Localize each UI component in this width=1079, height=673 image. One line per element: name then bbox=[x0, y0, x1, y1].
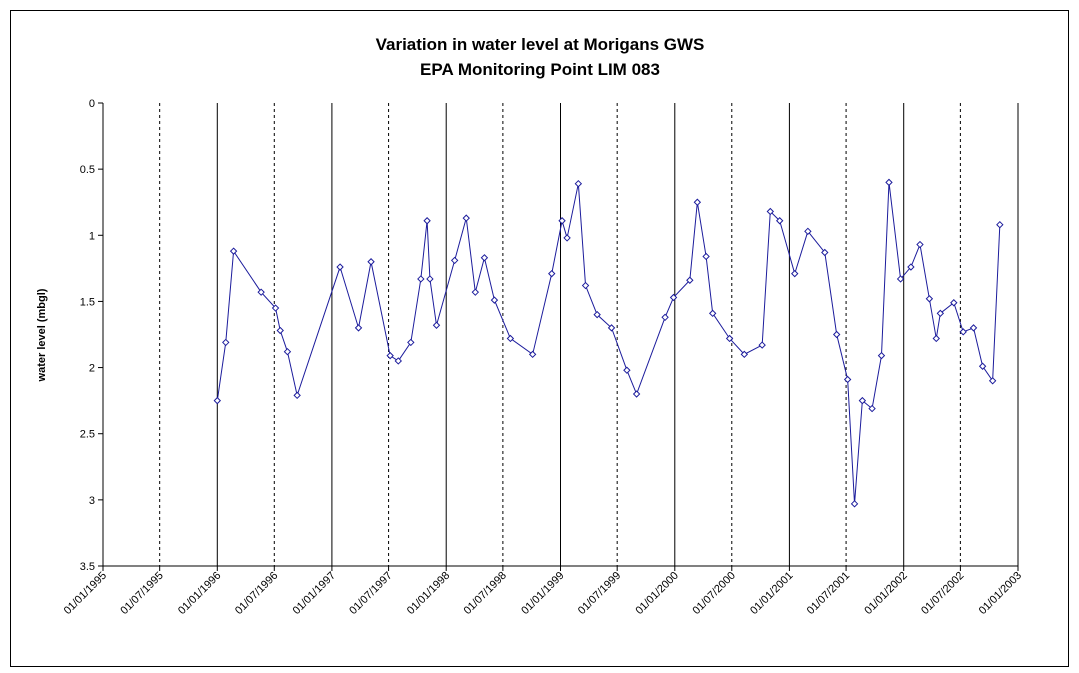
data-point bbox=[959, 328, 967, 336]
data-point bbox=[896, 275, 905, 283]
data-point bbox=[293, 391, 301, 400]
data-point bbox=[858, 396, 867, 405]
data-point bbox=[661, 313, 669, 322]
data-point bbox=[283, 347, 292, 356]
data-point bbox=[996, 220, 1004, 229]
data-point bbox=[386, 351, 394, 360]
data-point bbox=[506, 334, 515, 343]
chart-title: Variation in water level at Morigans GWS bbox=[376, 35, 705, 54]
data-point bbox=[708, 309, 717, 318]
data-point bbox=[988, 377, 997, 385]
data-point bbox=[432, 321, 441, 329]
data-point bbox=[257, 288, 265, 296]
data-point bbox=[607, 324, 616, 332]
data-point bbox=[740, 350, 749, 359]
data-point bbox=[932, 334, 940, 343]
data-point bbox=[950, 299, 958, 307]
data-point bbox=[407, 338, 415, 347]
data-point bbox=[222, 338, 230, 347]
data-point bbox=[528, 350, 537, 359]
data-point bbox=[213, 396, 222, 405]
data-point bbox=[632, 390, 641, 398]
data-point bbox=[394, 357, 403, 365]
data-point bbox=[229, 247, 238, 255]
data-point bbox=[907, 263, 915, 271]
y-tick-label: 3.5 bbox=[80, 561, 95, 573]
data-point bbox=[271, 304, 280, 312]
y-tick-label: 1 bbox=[89, 230, 95, 242]
data-point bbox=[471, 288, 480, 296]
data-point bbox=[936, 309, 945, 318]
data-point bbox=[725, 334, 734, 343]
data-point bbox=[276, 326, 284, 335]
data-point bbox=[558, 217, 566, 225]
data-point bbox=[480, 254, 489, 262]
data-point bbox=[563, 234, 571, 242]
data-point bbox=[581, 281, 590, 290]
data-point bbox=[791, 269, 799, 278]
data-point bbox=[490, 296, 499, 304]
y-tick-label: 3 bbox=[89, 495, 95, 507]
data-point bbox=[462, 214, 470, 222]
y-tick-label: 0 bbox=[89, 98, 95, 110]
data-point bbox=[548, 269, 556, 278]
data-point bbox=[804, 227, 812, 236]
y-tick-label: 1.5 bbox=[80, 296, 95, 308]
data-point bbox=[850, 500, 859, 508]
data-point bbox=[574, 179, 583, 188]
data-point bbox=[686, 276, 694, 284]
data-point bbox=[832, 330, 841, 339]
data-point bbox=[868, 404, 876, 413]
data-point bbox=[766, 207, 775, 216]
data-point bbox=[978, 362, 987, 370]
data-point bbox=[877, 351, 886, 360]
data-point bbox=[702, 252, 710, 261]
data-point bbox=[775, 217, 784, 225]
data-point bbox=[916, 240, 924, 249]
data-point bbox=[426, 275, 434, 283]
data-point bbox=[423, 217, 431, 225]
data-point bbox=[354, 324, 363, 332]
data-point bbox=[417, 275, 425, 283]
data-point bbox=[593, 310, 601, 319]
chart-subtitle: EPA Monitoring Point LIM 083 bbox=[420, 60, 660, 79]
data-point bbox=[885, 178, 893, 187]
data-point bbox=[336, 263, 344, 271]
data-point bbox=[693, 198, 702, 206]
data-point bbox=[623, 366, 631, 374]
y-tick-label: 2 bbox=[89, 363, 95, 375]
data-point bbox=[843, 375, 852, 384]
data-point bbox=[821, 248, 829, 257]
data-point bbox=[367, 258, 375, 266]
y-tick-label: 0.5 bbox=[80, 164, 95, 176]
data-point bbox=[969, 324, 978, 332]
data-point bbox=[925, 295, 934, 303]
y-tick-label: 2.5 bbox=[80, 429, 95, 441]
data-point bbox=[669, 293, 678, 302]
data-point bbox=[758, 341, 766, 349]
data-point bbox=[450, 256, 459, 265]
y-axis-label: water level (mbgl) bbox=[36, 288, 48, 382]
